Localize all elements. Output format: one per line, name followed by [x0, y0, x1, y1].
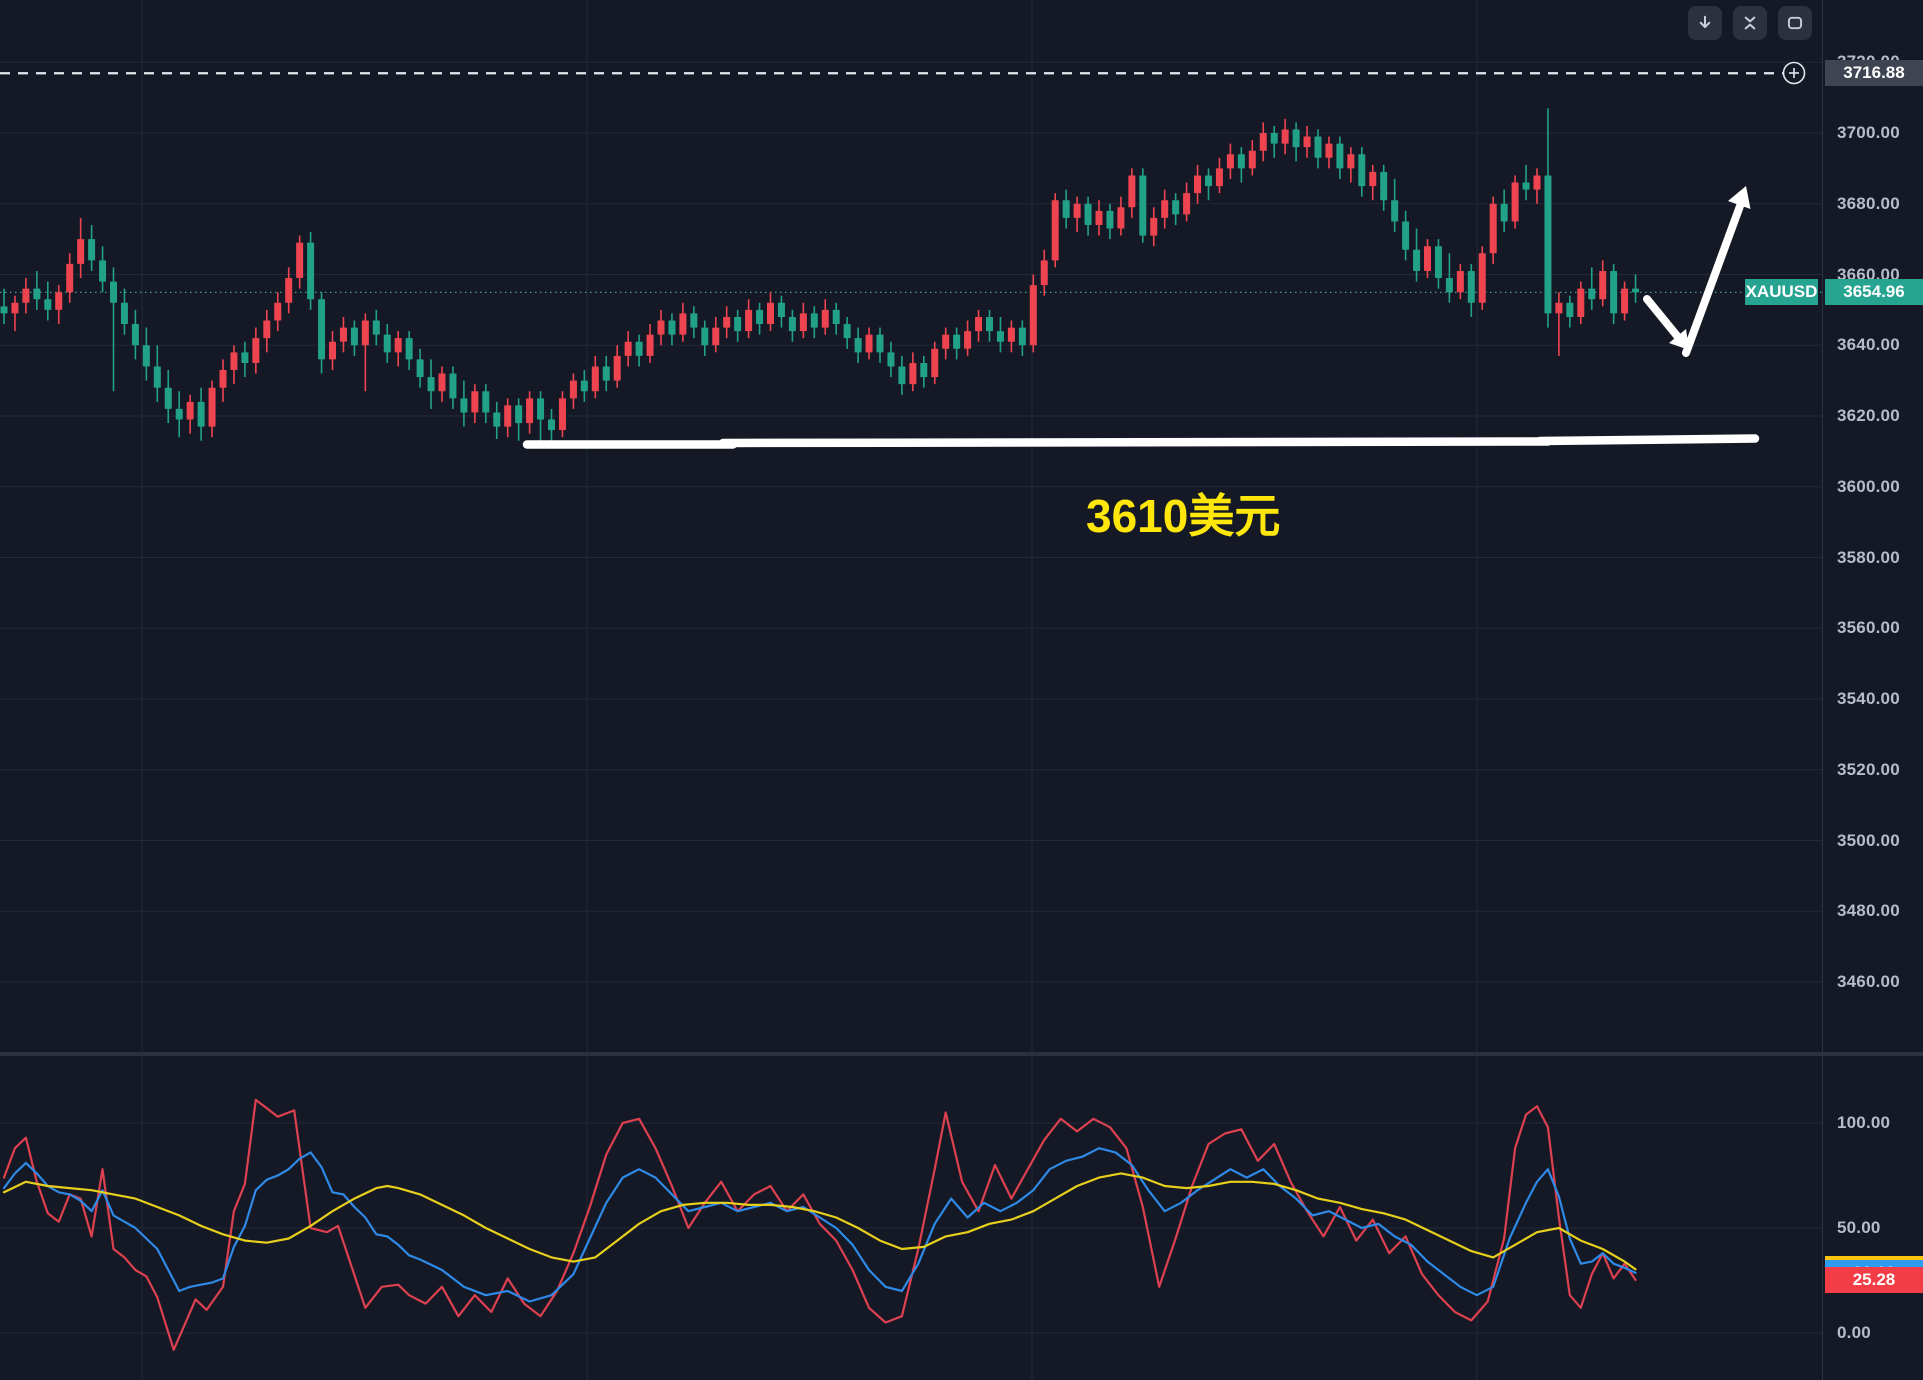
symbol-name: XAUUSD — [1745, 282, 1818, 302]
price-tick-label: 3600.00 — [1837, 476, 1900, 496]
price-tick-label: 3580.00 — [1837, 547, 1900, 567]
alert-price-value: 3716.88 — [1843, 63, 1905, 83]
price-tick-label: 3560.00 — [1837, 618, 1900, 638]
download-arrow-icon — [1699, 15, 1711, 29]
last-price-value: 3654.96 — [1843, 282, 1905, 302]
price-tick-label: 3700.00 — [1837, 123, 1900, 142]
price-tick-label: 3460.00 — [1837, 972, 1900, 991]
price-tick-label: 3660.00 — [1837, 264, 1900, 284]
price-scale-border — [1822, 0, 1823, 1380]
price-tick-label: 3680.00 — [1837, 193, 1900, 213]
price-tick-label: 3520.00 — [1837, 759, 1900, 779]
price-tick-label: 3540.00 — [1837, 689, 1900, 708]
support-level-annotation[interactable]: 3610美元 — [1086, 490, 1281, 542]
price-tick-label: 3480.00 — [1837, 901, 1900, 921]
collapse-button[interactable] — [1733, 6, 1767, 40]
price-tick-label: 3640.00 — [1837, 335, 1900, 355]
symbol-label-badge: XAUUSD — [1745, 279, 1818, 306]
last-price-badge: 3654.96 — [1825, 279, 1923, 306]
kdj-j-value: 25.28 — [1852, 1269, 1896, 1289]
frame-screenshot-icon — [1787, 16, 1803, 30]
price-tick-label: 3500.00 — [1837, 830, 1900, 850]
kdj-j-value-badge: 25.28 — [1825, 1266, 1923, 1293]
download-button[interactable] — [1688, 6, 1722, 40]
chart-toolbar — [1688, 6, 1812, 40]
price-tick-label: 100.00 — [1837, 1113, 1891, 1132]
price-tick-label: 50.00 — [1837, 1218, 1881, 1237]
fullscreen-button[interactable] — [1778, 6, 1812, 40]
price-tick-label: 3620.00 — [1837, 406, 1900, 425]
collapse-chevrons-icon — [1744, 16, 1756, 30]
alert-price-badge[interactable]: 3716.88 — [1825, 60, 1923, 87]
pane-divider[interactable] — [0, 1052, 1923, 1056]
price-tick-label: 0.00 — [1837, 1323, 1871, 1342]
